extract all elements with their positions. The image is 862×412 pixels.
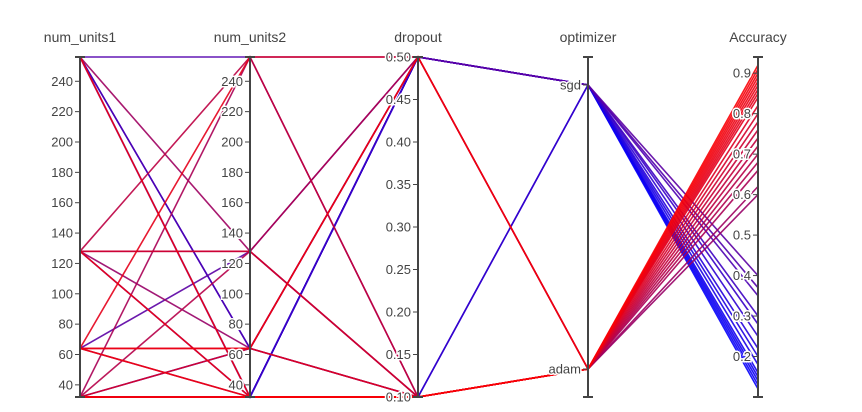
tick-label-num_units2: 200 [221, 135, 243, 150]
axis-num_units1: num_units1 40 60 80 100 120 140 160 180 200 220 240 [44, 29, 117, 398]
tick-label-num_units1: 180 [51, 165, 73, 180]
tick-label-num_units2: 80 [229, 317, 243, 332]
tick-label-dropout: 0.10 [386, 390, 411, 405]
tick-label-dropout: 0.40 [386, 135, 411, 150]
tick-label-num_units2: 220 [221, 104, 243, 119]
tick-label-dropout: 0.45 [386, 92, 411, 107]
tick-label-Accuracy: 0.5 [733, 228, 751, 243]
tick-label-num_units1: 240 [51, 74, 73, 89]
tick-label-num_units2: 60 [229, 347, 243, 362]
tick-label-num_units1: 100 [51, 286, 73, 301]
tick-label-dropout: 0.50 [386, 50, 411, 65]
tick-label-Accuracy: 0.7 [733, 147, 751, 162]
tick-label-Accuracy: 0.6 [733, 187, 751, 202]
axis-Accuracy: Accuracy 0.2 0.3 0.4 0.5 0.6 0.7 0.8 0.9 [729, 29, 787, 398]
tick-label-num_units1: 220 [51, 104, 73, 119]
axis-title-Accuracy: Accuracy [729, 29, 787, 45]
tick-label-dropout: 0.35 [386, 177, 411, 192]
axis-dropout: dropout 0.10 0.15 0.20 0.25 0.30 0.35 0.40 0.45 0… [384, 29, 442, 406]
tick-label-num_units2: 140 [221, 226, 243, 241]
tick-label-Accuracy: 0.9 [733, 66, 751, 81]
tick-label-Accuracy: 0.4 [733, 268, 751, 283]
axis-title-num_units2: num_units2 [214, 29, 287, 45]
tick-label-Accuracy: 0.8 [733, 106, 751, 121]
tick-label-dropout: 0.15 [386, 347, 411, 362]
tick-label-num_units1: 60 [59, 347, 73, 362]
tick-label-num_units2: 100 [221, 286, 243, 301]
tick-label-num_units2: 160 [221, 195, 243, 210]
tick-label-num_units2: 180 [221, 165, 243, 180]
tick-label-num_units2: 240 [221, 74, 243, 89]
axis-optimizer: optimizer sgd adam [547, 29, 617, 398]
axis-title-optimizer: optimizer [560, 29, 617, 45]
tick-label-num_units1: 160 [51, 195, 73, 210]
tick-label-dropout: 0.30 [386, 220, 411, 235]
tick-label-dropout: 0.20 [386, 305, 411, 320]
axis-num_units2: num_units2 40 60 80 100 120 140 160 180 200 220 240 [214, 29, 287, 398]
axis-title-dropout: dropout [394, 29, 442, 45]
tick-label-optimizer: sgd [560, 78, 581, 93]
tick-label-Accuracy: 0.3 [733, 309, 751, 324]
tick-label-num_units1: 200 [51, 135, 73, 150]
tick-label-num_units2: 120 [221, 256, 243, 271]
tick-label-num_units1: 40 [59, 377, 73, 392]
tick-label-num_units1: 140 [51, 226, 73, 241]
tick-label-num_units1: 120 [51, 256, 73, 271]
tick-label-num_units2: 40 [229, 377, 243, 392]
tick-label-Accuracy: 0.2 [733, 349, 751, 364]
tick-label-optimizer: adam [548, 362, 581, 377]
tick-label-dropout: 0.25 [386, 262, 411, 277]
axes: num_units1 40 60 80 100 120 140 160 180 200 220 240… [44, 29, 787, 406]
axis-title-num_units1: num_units1 [44, 29, 117, 45]
tick-label-num_units1: 80 [59, 317, 73, 332]
